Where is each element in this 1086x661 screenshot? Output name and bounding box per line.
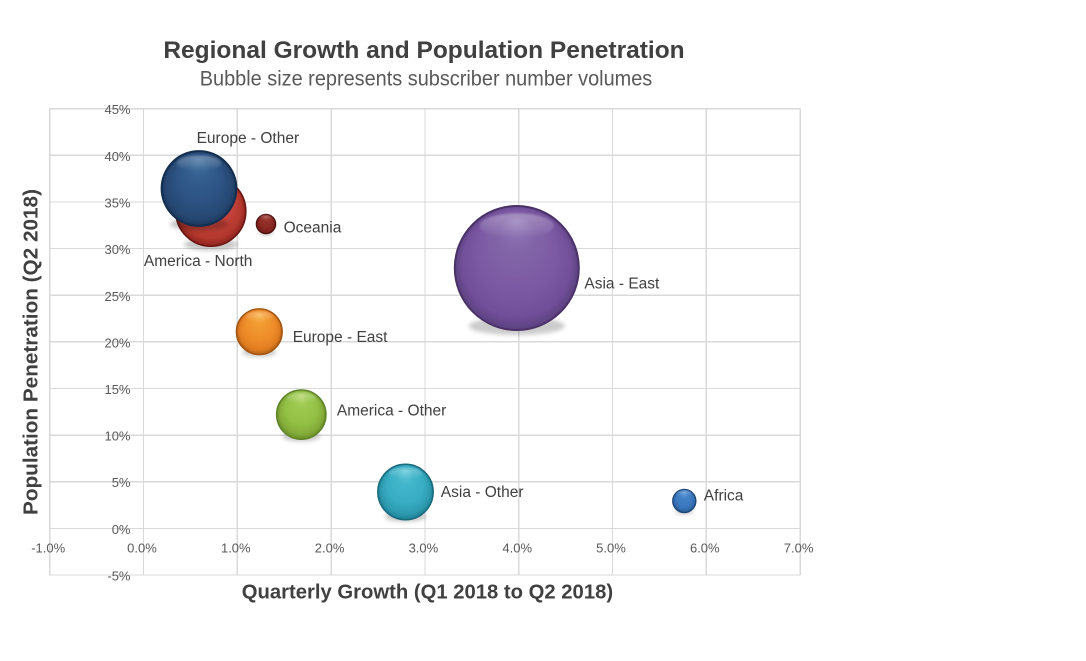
svg-text:30%: 30% — [104, 242, 130, 257]
svg-text:Europe - Other: Europe - Other — [197, 130, 300, 147]
svg-text:5%: 5% — [112, 475, 131, 490]
svg-text:20%: 20% — [104, 335, 130, 350]
svg-text:America - North: America - North — [144, 253, 253, 270]
svg-text:2.0%: 2.0% — [315, 540, 345, 555]
svg-text:15%: 15% — [104, 382, 130, 397]
svg-text:25%: 25% — [104, 289, 130, 304]
svg-text:0.0%: 0.0% — [127, 540, 157, 555]
svg-text:Population Penetration (Q2 201: Population Penetration (Q2 2018) — [21, 189, 43, 515]
svg-text:6.0%: 6.0% — [690, 540, 720, 555]
svg-text:4.0%: 4.0% — [502, 540, 532, 555]
svg-text:Oceania: Oceania — [284, 220, 342, 237]
svg-text:40%: 40% — [104, 149, 130, 164]
svg-text:Regional Growth and Population: Regional Growth and Population Penetrati… — [163, 37, 684, 64]
svg-text:-5%: -5% — [107, 569, 131, 584]
svg-text:3.0%: 3.0% — [409, 540, 439, 555]
svg-text:10%: 10% — [104, 429, 130, 444]
svg-text:Europe - East: Europe - East — [293, 329, 388, 346]
svg-text:Bubble size represents subscri: Bubble size represents subscriber number… — [200, 68, 653, 91]
svg-text:America - Other: America - Other — [337, 403, 446, 420]
svg-text:5.0%: 5.0% — [596, 540, 626, 555]
svg-text:1.0%: 1.0% — [221, 540, 251, 555]
svg-text:Asia - Other: Asia - Other — [441, 484, 524, 501]
svg-text:35%: 35% — [104, 196, 130, 211]
svg-text:45%: 45% — [104, 102, 130, 117]
svg-text:0%: 0% — [112, 522, 131, 537]
svg-text:7.0%: 7.0% — [784, 540, 814, 555]
svg-text:-1.0%: -1.0% — [31, 540, 65, 555]
svg-text:Africa: Africa — [704, 487, 744, 504]
svg-text:Asia - East: Asia - East — [584, 276, 660, 293]
svg-text:Quarterly Growth (Q1 2018 to Q: Quarterly Growth (Q1 2018 to Q2 2018) — [242, 582, 613, 604]
